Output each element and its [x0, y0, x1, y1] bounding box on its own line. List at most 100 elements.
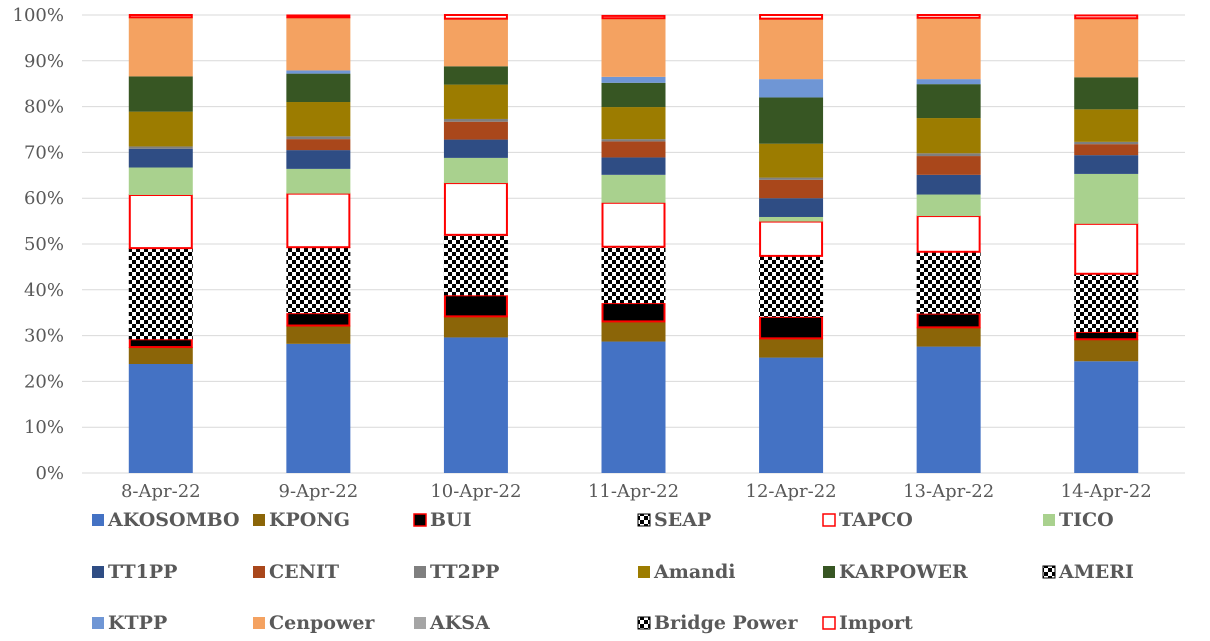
bar-segment-kpong	[916, 327, 981, 347]
legend-swatch	[414, 566, 426, 578]
bar-segment-tt1pp	[128, 148, 193, 168]
legend-label: AKSA	[429, 612, 490, 634]
legend-item-bridge-power: Bridge Power	[637, 612, 798, 634]
bar-segment-tico	[1074, 173, 1139, 224]
bar-segment-kpong	[1074, 339, 1139, 362]
bar-segment-cenpower	[1074, 18, 1139, 78]
bar-segment-seap	[601, 246, 666, 304]
bar-stack-13-apr-22	[916, 14, 981, 473]
legend-item-tapco: TAPCO	[822, 509, 913, 531]
bar-segment-ktpp	[601, 76, 666, 83]
legend-item-amandi: Amandi	[638, 561, 735, 583]
bar-segment-tapco	[916, 215, 981, 253]
legend-item-ameri: AMERI	[1042, 561, 1134, 583]
bar-segment-cenit	[443, 121, 508, 140]
bar-segment-akosombo	[1074, 361, 1139, 473]
bar-segment-ktpp	[759, 79, 824, 98]
legend-item-aksa: AKSA	[414, 612, 490, 634]
legend-label: KARPOWER	[839, 561, 968, 583]
bar-segment-cenit	[286, 139, 351, 151]
legend-label: SEAP	[654, 509, 711, 531]
legend-swatch	[92, 617, 104, 629]
legend-swatch	[253, 514, 265, 526]
x-tick-label: 8-Apr-22	[121, 481, 201, 502]
legend-item-tt1pp: TT1PP	[92, 561, 177, 583]
bar-segment-tt2pp	[286, 136, 351, 140]
y-tick-label: 40%	[24, 280, 64, 301]
bar-segment-seap	[916, 251, 981, 314]
legend-swatch	[637, 616, 651, 630]
bar-segment-amandi	[759, 143, 824, 178]
legend-label: KTPP	[108, 612, 167, 634]
legend: AKOSOMBO KPONG BUI SEAP TAPCO TICO TT1PP CENIT T…	[92, 509, 1134, 634]
bar-segment-tt1pp	[443, 139, 508, 158]
bar-segment-ktpp	[286, 70, 351, 74]
legend-item-bui: BUI	[413, 509, 472, 531]
bar-segment-karpower	[443, 66, 508, 85]
legend-label: KPONG	[269, 509, 350, 531]
bar-segment-karpower	[1074, 77, 1139, 110]
y-tick-label: 90%	[24, 51, 64, 72]
bar-segment-kpong	[443, 316, 508, 338]
bar-segment-import	[286, 14, 351, 19]
bar-segment-seap	[1074, 273, 1139, 332]
bar-segment-akosombo	[286, 343, 351, 473]
bar-stack-9-apr-22	[286, 14, 351, 473]
bar-segment-amandi	[601, 107, 666, 140]
y-tick-label: 100%	[13, 5, 64, 26]
y-tick-label: 20%	[24, 371, 64, 392]
bar-segment-tico	[286, 168, 351, 194]
bar-segment-import	[916, 14, 981, 19]
legend-swatch	[823, 566, 835, 578]
bar-segment-bui	[1074, 330, 1139, 341]
bar-segment-tt2pp	[916, 153, 981, 157]
legend-item-akosombo: AKOSOMBO	[92, 509, 240, 531]
legend-swatch	[638, 566, 650, 578]
y-tick-label: 60%	[24, 188, 64, 209]
bar-stack-14-apr-22	[1074, 14, 1139, 473]
bar-segment-amandi	[1074, 109, 1139, 142]
legend-label: Cenpower	[269, 612, 375, 634]
legend-label: Bridge Power	[654, 612, 798, 634]
bar-segment-tt2pp	[759, 177, 824, 180]
bar-segment-tapco	[601, 201, 666, 248]
legend-swatch	[92, 566, 104, 578]
legend-label: Amandi	[653, 561, 735, 583]
bar-segment-amandi	[916, 118, 981, 154]
legend-label: TT2PP	[430, 561, 499, 583]
bar-segment-tt1pp	[601, 157, 666, 175]
bar-segment-amandi	[128, 111, 193, 147]
bar-segment-cenpower	[128, 17, 193, 77]
legend-label: BUI	[430, 509, 472, 531]
bar-segment-bui	[286, 312, 351, 327]
bar-segment-import	[1074, 14, 1139, 20]
y-tick-label: 70%	[24, 142, 64, 163]
bar-stack-8-apr-22	[128, 14, 193, 473]
bar-segment-tapco	[759, 220, 824, 257]
bar-stack-10-apr-22	[443, 14, 508, 473]
bar-segment-amandi	[286, 102, 351, 137]
legend-swatch	[253, 566, 265, 578]
bar-segment-tico	[601, 174, 666, 203]
y-tick-label: 50%	[24, 234, 64, 255]
bar-segment-tt1pp	[916, 174, 981, 195]
legend-item-seap: SEAP	[637, 509, 711, 531]
legend-swatch	[413, 513, 427, 527]
bar-segment-tapco	[1074, 222, 1139, 275]
legend-swatch	[253, 617, 265, 629]
bar-segment-kpong	[286, 325, 351, 344]
bar-segment-tapco	[443, 182, 508, 236]
bar-segment-seap	[759, 255, 824, 317]
legend-swatch	[822, 513, 836, 527]
bar-segment-bui	[916, 312, 981, 329]
legend-label: TT1PP	[108, 561, 177, 583]
legend-label: TAPCO	[839, 509, 913, 531]
bar-segment-ktpp	[916, 79, 981, 85]
bar-segment-cenit	[916, 156, 981, 175]
bar-segment-tico	[443, 157, 508, 184]
legend-item-tico: TICO	[1043, 509, 1114, 531]
bar-segment-cenpower	[286, 17, 351, 71]
bar-segment-tt2pp	[601, 139, 666, 142]
legend-label: TICO	[1059, 509, 1114, 531]
